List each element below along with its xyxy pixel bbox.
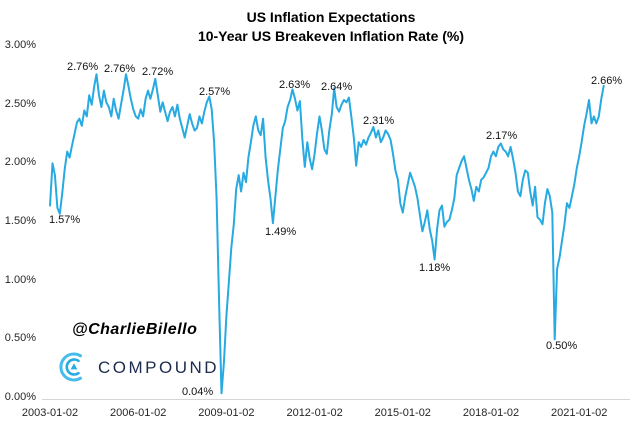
compound-logo-text: COMPOUND [98,358,220,377]
data-point-label: 2.66% [591,75,623,87]
breakeven-rate-line [49,73,605,395]
y-tick-label: 1.00% [4,273,36,286]
x-tick-label: 2015-01-02 [374,407,431,419]
chart-title-block: US Inflation Expectations 10-Year US Bre… [28,8,634,46]
data-point-label: 2.57% [199,86,231,98]
y-tick-label: 2.50% [4,97,36,110]
data-point-label: 2.64% [321,81,353,93]
compound-logo-icon [59,352,82,382]
data-point-label: 2.31% [363,115,395,127]
y-tick-label: 0.50% [4,332,36,345]
data-point-label: 0.04% [182,386,214,398]
x-tick-label: 2012-01-02 [286,407,343,419]
data-point-label: 1.57% [49,214,81,226]
y-tick-label: 2.00% [4,156,36,169]
watermark-handle: @CharlieBilello [72,321,198,338]
data-point-label: 2.72% [142,66,174,78]
data-point-label: 2.63% [279,79,311,91]
data-point-label: 0.50% [546,340,578,352]
x-tick-label: 2009-01-02 [198,407,255,419]
data-point-label: 2.76% [67,61,99,73]
data-point-label: 1.18% [419,262,451,274]
data-point-label: 2.17% [486,130,518,142]
data-point-label: 1.49% [265,226,297,238]
x-tick-label: 2018-01-02 [462,407,520,419]
x-tick-label: 2021-01-02 [551,407,608,419]
chart-title: US Inflation Expectations [246,9,416,25]
y-tick-label: 1.50% [4,215,36,227]
x-tick-label: 2006-01-02 [110,407,167,419]
y-tick-label: 3.00% [4,39,36,51]
x-axis-line [42,399,630,400]
compound-logo: COMPOUND [57,350,219,384]
y-tick-label: 0.00% [4,391,36,403]
x-tick-label: 2003-01-02 [21,407,79,419]
chart-subtitle: 10-Year US Breakeven Inflation Rate (%) [197,28,465,44]
data-point-label: 2.76% [104,63,136,75]
